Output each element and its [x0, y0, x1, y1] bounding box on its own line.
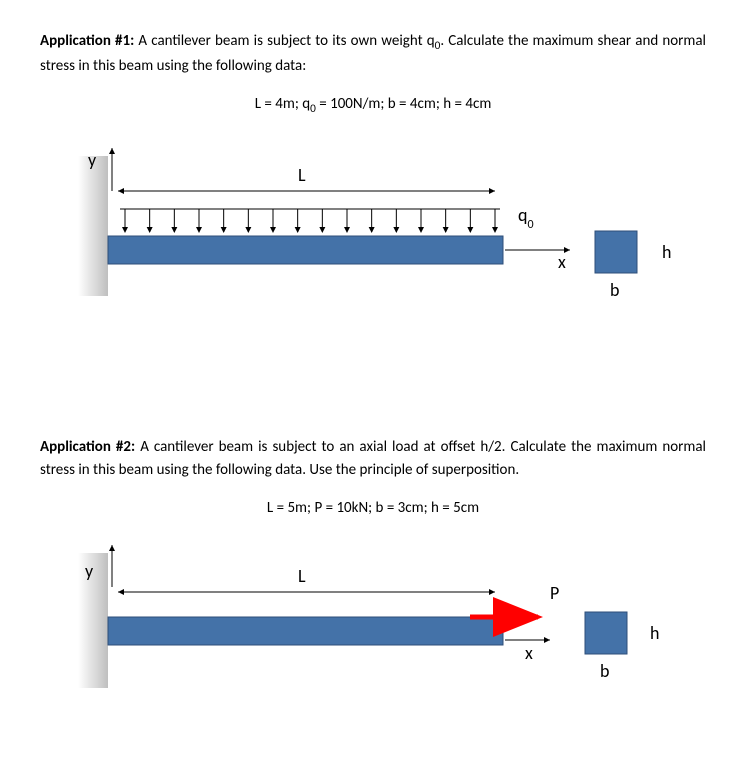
y-axis-label: y: [88, 149, 97, 171]
app2-svg: y L P x h b: [40, 537, 706, 707]
cross-section-rect: [595, 231, 637, 273]
application-1-text: Application #1: A cantilever beam is sub…: [40, 30, 706, 77]
L-label: L: [298, 164, 306, 186]
app2-figure: y L P x h b: [40, 537, 706, 717]
load-arrows: [122, 209, 498, 233]
app1-data-prefix: L = 4m; q: [255, 95, 310, 113]
app1-svg: y L q0 x h b: [40, 136, 706, 316]
beam-rect-2: [108, 617, 503, 645]
cross-section-rect-2: [585, 612, 627, 654]
app2-title: Application #2:: [40, 438, 135, 456]
x-axis-label: x: [558, 251, 566, 273]
app1-desc: A cantilever beam is subject to its own …: [40, 32, 706, 75]
app1-data-after: = 100N/m; b = 4cm; h = 4cm: [316, 95, 491, 113]
app1-figure: y L q0 x h b: [40, 136, 706, 316]
y-axis-label-2: y: [85, 560, 94, 582]
b-label-2: b: [600, 660, 609, 682]
app1-data-line: L = 4m; q0 = 100N/m; b = 4cm; h = 4cm: [40, 95, 706, 116]
q0-label: q0: [518, 204, 534, 232]
app2-data-line: L = 5m; P = 10kN; b = 3cm; h = 5cm: [40, 499, 706, 517]
h-label: h: [662, 241, 671, 263]
x-axis-label-2: x: [525, 642, 533, 664]
application-2-text: Application #2: A cantilever beam is sub…: [40, 436, 706, 481]
beam-rect: [108, 236, 503, 264]
h-label-2: h: [650, 622, 659, 644]
L-label-2: L: [298, 565, 306, 587]
b-label: b: [610, 279, 619, 301]
app1-desc-part1: A cantilever beam is subject to its own …: [138, 32, 434, 50]
wall-rect: [78, 156, 108, 296]
P-label: P: [550, 582, 559, 604]
app1-title: Application #1:: [40, 32, 134, 50]
app2-desc: A cantilever beam is subject to an axial…: [40, 438, 706, 479]
